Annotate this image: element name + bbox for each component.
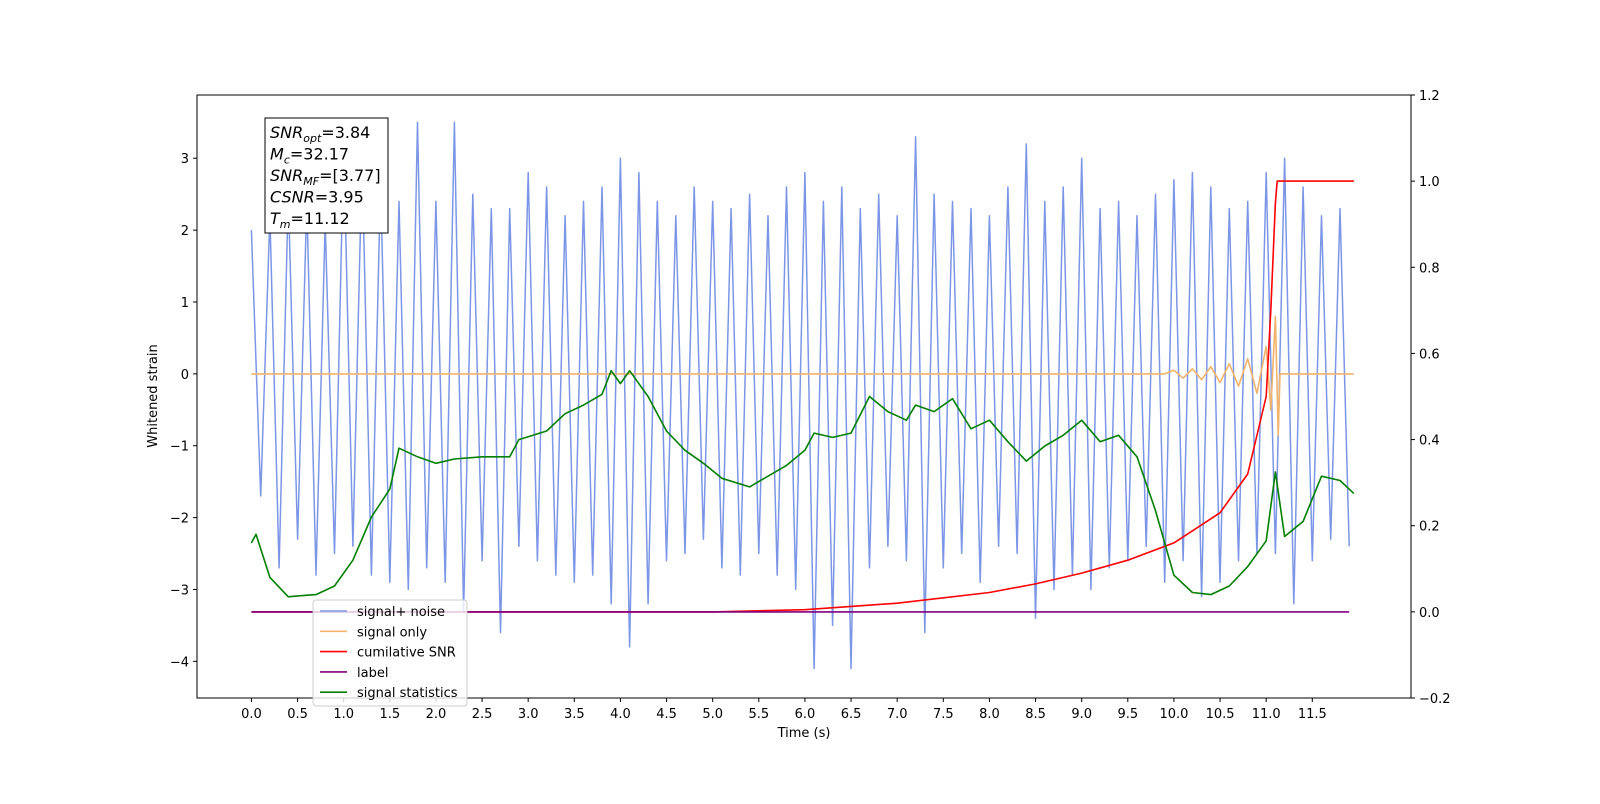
x-tick-label: 5.5 [748, 707, 769, 722]
annotation-line: SNRMF=[3.77] [270, 166, 381, 188]
annotation-symbol: SNR [270, 123, 303, 142]
plot-frame [196, 94, 1412, 699]
y2-tick-label: 1.2 [1419, 89, 1440, 104]
annotation-sub: m [280, 218, 291, 231]
annotation-line: Tm=11.12 [270, 209, 350, 231]
annotation-sub: opt [303, 132, 322, 145]
x-tick-label: 7.0 [887, 707, 908, 722]
legend-label: signal only [357, 625, 427, 640]
x-tick-label: 2.5 [472, 707, 493, 722]
x-tick-label: 11.0 [1252, 707, 1281, 722]
x-tick-label: 7.5 [933, 707, 954, 722]
annotation-value: =[3.77] [319, 166, 381, 185]
series-line [250, 369, 1355, 598]
x-tick-label: 8.0 [979, 707, 1000, 722]
legend-label: cumilative SNR [357, 646, 456, 661]
x-tick-label: 0.0 [241, 707, 262, 722]
y-tick-label: 2 [181, 224, 189, 239]
y-axis-label: Whitened strain [146, 344, 161, 447]
y-tick-label: −4 [170, 655, 189, 670]
y-tick-label: 1 [181, 296, 189, 311]
series-line [251, 180, 1354, 613]
annotation: SNRopt=3.84Mc=32.17SNRMF=[3.77]CSNR=3.95… [264, 117, 389, 234]
annotation-value: =11.12 [291, 209, 350, 228]
annotation-value: =3.84 [321, 123, 370, 142]
x-tick-label: 5.0 [702, 707, 723, 722]
x-tick-label: 9.0 [1071, 707, 1092, 722]
annotation-line: Mc=32.17 [270, 145, 349, 167]
series-line [251, 315, 1354, 436]
annotation-value: =32.17 [290, 145, 349, 164]
y-tick-label: −1 [170, 440, 189, 455]
annotation-symbol: SNR [270, 166, 303, 185]
annotation-line: SNRopt=3.84 [270, 123, 370, 145]
y-tick-label: −2 [170, 512, 189, 527]
x-tick-label: 8.5 [1025, 707, 1046, 722]
legend-label: signal statistics [357, 686, 458, 701]
annotation-value: =3.95 [315, 188, 364, 207]
y2-tick-label: −0.2 [1419, 692, 1451, 707]
y2-tick-label: 0.2 [1419, 520, 1440, 535]
annotation-symbol: T [270, 209, 281, 228]
y-tick-label: 0 [181, 368, 189, 383]
y2-tick-label: 0.0 [1419, 606, 1440, 621]
y-tick-label: −3 [170, 583, 189, 598]
x-tick-label: 4.0 [610, 707, 631, 722]
y2-tick-label: 0.6 [1419, 347, 1440, 362]
x-tick-label: 4.5 [656, 707, 677, 722]
annotation-symbol: CSNR [270, 188, 315, 207]
y-tick-label: 3 [181, 152, 189, 167]
annotation-sub: c [284, 154, 290, 167]
legend-box [312, 599, 468, 707]
x-tick-label: 0.5 [287, 707, 308, 722]
y2-tick-label: 0.4 [1419, 434, 1440, 449]
x-tick-label: 1.0 [333, 707, 354, 722]
x-tick-label: 6.0 [795, 707, 816, 722]
x-tick-label: 9.5 [1117, 707, 1138, 722]
y2-tick-label: 1.0 [1419, 175, 1440, 190]
annotation-symbol: M [270, 145, 284, 164]
annotation-sub: MF [303, 175, 319, 188]
x-tick-label: 10.5 [1206, 707, 1235, 722]
x-tick-label: 3.5 [564, 707, 585, 722]
x-tick-label: 2.0 [426, 707, 447, 722]
x-tick-label: 3.0 [518, 707, 539, 722]
x-tick-label: 10.0 [1159, 707, 1188, 722]
series-line [250, 121, 1350, 670]
legend-label: signal+ noise [357, 605, 445, 620]
legend: signal+ noise signal only cumilative SNR la… [312, 599, 468, 707]
legend-label: label [357, 666, 388, 681]
x-tick-label: 1.5 [379, 707, 400, 722]
y2-tick-label: 0.8 [1419, 261, 1440, 276]
x-axis-label: Time (s) [777, 726, 831, 741]
annotation-line: CSNR=3.95 [270, 188, 364, 207]
x-tick-label: 6.5 [841, 707, 862, 722]
x-tick-label: 11.5 [1298, 707, 1327, 722]
annotation-box [264, 117, 389, 234]
